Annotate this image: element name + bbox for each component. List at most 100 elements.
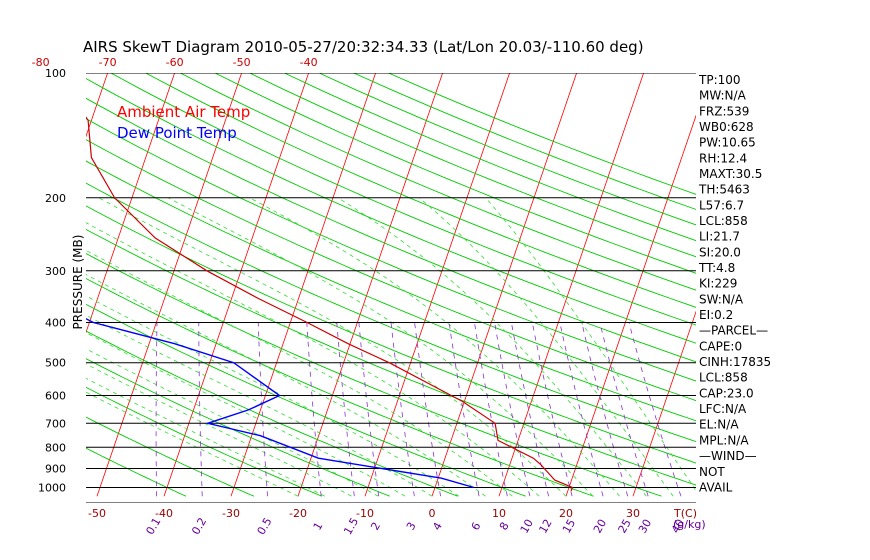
- pressure-tick-label: 700: [45, 417, 66, 430]
- isotherm-line: [230, 73, 376, 497]
- mixing-ratio-line: [511, 322, 550, 497]
- isobar-grid: [86, 73, 696, 503]
- mixing-ratio-line: [531, 322, 573, 497]
- moist-adiabat-grid: [86, 197, 696, 497]
- dry-adiabat-line: [86, 139, 696, 402]
- dry-adiabat-line: [180, 73, 696, 291]
- moist-adiabat-line: [86, 363, 352, 497]
- mixing-ratio-line: [628, 322, 682, 497]
- index-text: LI:21.7: [699, 230, 740, 244]
- mixing-ratio-label: 40: [669, 517, 687, 536]
- mixing-ratio-label: 4: [430, 520, 445, 533]
- air-temperature-line: [86, 116, 574, 492]
- pressure-tick-label: 600: [45, 390, 66, 403]
- pressure-tick-label: 1000: [38, 481, 66, 494]
- index-text: WB0:628: [699, 120, 754, 134]
- mixing-ratio-line: [414, 322, 442, 497]
- mixing-ratio-line: [474, 322, 508, 497]
- dry-adiabat-line: [86, 358, 390, 497]
- moist-adiabat-line: [86, 274, 486, 497]
- top-temperature-tick-label: -80: [32, 56, 50, 69]
- profile-series: [86, 116, 574, 492]
- isotherm-line: [565, 114, 696, 497]
- top-temperature-tick-label: -50: [233, 56, 251, 69]
- moist-adiabat-line: [86, 391, 299, 497]
- mixing-ratio-line: [257, 322, 268, 497]
- legend: Ambient Air Temp Dew Point Temp: [117, 103, 250, 142]
- isotherm-line: [767, 73, 870, 496]
- top-temperature-tick-label: -70: [99, 56, 117, 69]
- legend-entry: Ambient Air Temp: [117, 103, 250, 121]
- dry-adiabat-line: [86, 386, 322, 497]
- dry-adiabat-grid: [86, 73, 696, 497]
- dry-adiabat-line: [86, 278, 594, 497]
- index-text: AVAIL: [699, 480, 733, 494]
- index-text: SW:N/A: [699, 292, 744, 306]
- index-text: LCL:858: [699, 371, 748, 385]
- top-temperature-tick-label: -40: [300, 56, 318, 69]
- dry-adiabat-line: [388, 73, 696, 195]
- mixing-ratio-line: [559, 322, 604, 497]
- top-temperature-tick-label: -60: [166, 56, 184, 69]
- pressure-tick-label: 800: [45, 441, 66, 454]
- mixing-ratio-line: [448, 322, 480, 497]
- dry-adiabat-line: [86, 182, 696, 443]
- moist-adiabat-line: [249, 197, 620, 497]
- y-axis-label: PRESSURE (MB): [71, 235, 85, 330]
- top-temperature-axis: -120-110-100-90-80-70-60-50-40: [32, 56, 318, 69]
- mixing-ratio-line: [494, 322, 531, 497]
- index-text: PW:10.65: [699, 136, 756, 150]
- temperature-tick-label: -40: [155, 507, 173, 520]
- isotherm-line: [86, 73, 108, 138]
- temperature-tick-label: 30: [626, 507, 640, 520]
- dry-adiabat-line: [318, 73, 696, 226]
- index-text: MW:N/A: [699, 89, 747, 103]
- moist-adiabat-line: [418, 197, 674, 497]
- isotherm-line: [297, 73, 443, 497]
- index-text: EL:N/A: [699, 418, 739, 432]
- mixing-ratio-label: 12: [537, 517, 555, 536]
- temperature-tick-label: -50: [88, 507, 106, 520]
- pressure-tick-label: 900: [45, 463, 66, 476]
- temperature-tick-label: 10: [492, 507, 506, 520]
- pressure-tick-label: 500: [45, 357, 66, 370]
- chart-title: AIRS SkewT Diagram 2010-05-27/20:32:34.3…: [83, 38, 644, 56]
- index-text: TT:4.8: [698, 261, 735, 275]
- mixing-ratio-grid: [155, 322, 682, 497]
- pressure-tick-label: 400: [45, 317, 66, 330]
- mixing-ratio-line: [358, 322, 380, 497]
- mixing-ratio-label: 0.5: [255, 515, 275, 537]
- index-text: LCL:858: [699, 214, 748, 228]
- bottom-temperature-axis: -50 -40 -30 -20 -10 0 10 20 30: [88, 507, 640, 520]
- index-text: EI:0.2: [699, 308, 733, 322]
- isotherm-line: [498, 73, 644, 497]
- dry-adiabat-line: [284, 73, 696, 242]
- index-text: L57:6.7: [699, 198, 744, 212]
- pressure-tick-label: 300: [45, 265, 66, 278]
- index-text: NOT: [699, 465, 725, 479]
- pressure-tick-label: 100: [45, 67, 66, 80]
- moist-adiabat-line: [86, 332, 406, 497]
- moist-adiabat-line: [337, 197, 647, 497]
- dry-adiabat-line: [86, 253, 662, 497]
- dry-adiabat-line: [86, 416, 255, 497]
- mixing-ratio-label: 10: [518, 517, 536, 536]
- mixing-ratio-line: [581, 322, 629, 497]
- index-text: TP:100: [698, 73, 741, 87]
- mixing-ratio-label: 15: [560, 517, 578, 536]
- mixing-ratio-label: 0.2: [189, 515, 209, 537]
- dry-adiabat-line: [353, 73, 696, 210]
- dry-adiabat-line: [86, 228, 696, 486]
- dry-adiabat-line: [86, 205, 696, 464]
- index-text: —WIND—: [699, 449, 757, 463]
- temperature-tick-label: 20: [559, 507, 573, 520]
- isotherm-line: [0, 73, 41, 496]
- dry-adiabat-line: [86, 97, 696, 363]
- dry-adiabat-line: [86, 118, 696, 382]
- mixing-ratio-label: 8: [497, 520, 512, 533]
- legend-entry: Dew Point Temp: [117, 124, 237, 142]
- temperature-tick-label: -20: [289, 507, 307, 520]
- mixing-ratio-line: [336, 322, 355, 497]
